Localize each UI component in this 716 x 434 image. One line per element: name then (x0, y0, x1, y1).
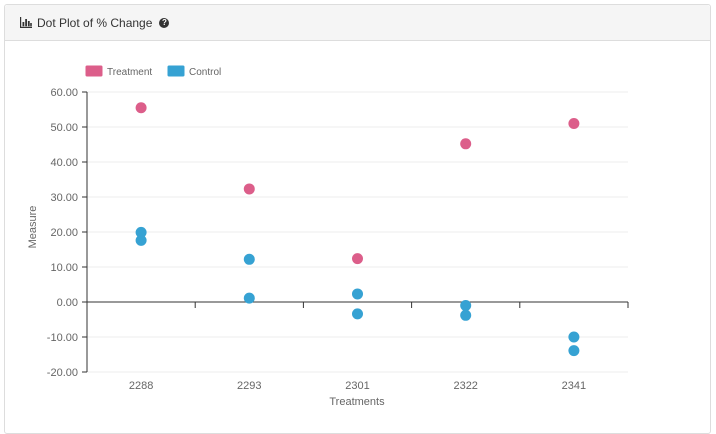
point-control[interactable] (568, 345, 580, 357)
data-points (135, 102, 580, 357)
dot-plot-chart: Treatment Control 60.00 50.00 40.00 30.00 20.… (27, 65, 629, 408)
legend-swatch (85, 65, 103, 77)
point-treatment[interactable] (460, 138, 472, 150)
point-control[interactable] (135, 234, 147, 246)
point-control[interactable] (135, 226, 147, 238)
legend-label: Treatment (107, 67, 152, 78)
x-tick-label: 2293 (237, 380, 261, 392)
y-tick-label: 50.00 (50, 122, 78, 134)
chart-legend[interactable]: Treatment Control (85, 65, 221, 78)
x-tick-label: 2301 (345, 380, 369, 392)
chart-panel: Dot Plot of % Change ? (4, 4, 711, 434)
panel-header: Dot Plot of % Change ? (5, 5, 710, 41)
legend-item-treatment[interactable]: Treatment (85, 65, 152, 78)
x-axis-label: Treatments (329, 396, 385, 408)
y-axis-label: Measure (27, 206, 39, 249)
point-treatment[interactable] (243, 183, 255, 195)
point-control[interactable] (460, 300, 472, 311)
y-tick-label: 30.00 (50, 192, 78, 204)
point-treatment[interactable] (352, 253, 363, 265)
question-circle-icon[interactable]: ? (159, 17, 170, 28)
point-control[interactable] (243, 292, 255, 304)
y-axis: 60.00 50.00 40.00 30.00 20.00 10.00 0.00 -10.00… (47, 87, 88, 379)
x-tick-label: 2288 (129, 380, 153, 392)
y-tick-label: 20.00 (50, 227, 78, 239)
x-tick-label: 2322 (453, 380, 477, 392)
legend-label: Control (189, 67, 221, 78)
point-control[interactable] (568, 331, 580, 343)
panel-title-wrap: Dot Plot of % Change ? (20, 15, 170, 30)
y-tick-label: -10.00 (47, 332, 78, 344)
point-control[interactable] (460, 309, 472, 321)
legend-item-control[interactable]: Control (167, 65, 221, 78)
y-tick-label: 0.00 (57, 297, 78, 309)
point-control[interactable] (352, 308, 363, 320)
bar-chart-icon (20, 17, 32, 28)
y-tick-label: -20.00 (47, 367, 78, 379)
panel-title: Dot Plot of % Change (37, 15, 153, 30)
point-control[interactable] (243, 253, 255, 265)
y-tick-label: 10.00 (50, 262, 78, 274)
y-tick-label: 40.00 (50, 157, 78, 169)
point-treatment[interactable] (135, 102, 147, 114)
grid-lines (87, 91, 628, 373)
x-tick-label: 2341 (562, 380, 586, 392)
x-axis: 2288 2293 2301 2322 2341 (86, 301, 629, 392)
point-control[interactable] (352, 288, 363, 300)
legend-swatch (167, 65, 185, 77)
y-tick-label: 60.00 (50, 87, 78, 99)
point-treatment[interactable] (568, 118, 580, 129)
